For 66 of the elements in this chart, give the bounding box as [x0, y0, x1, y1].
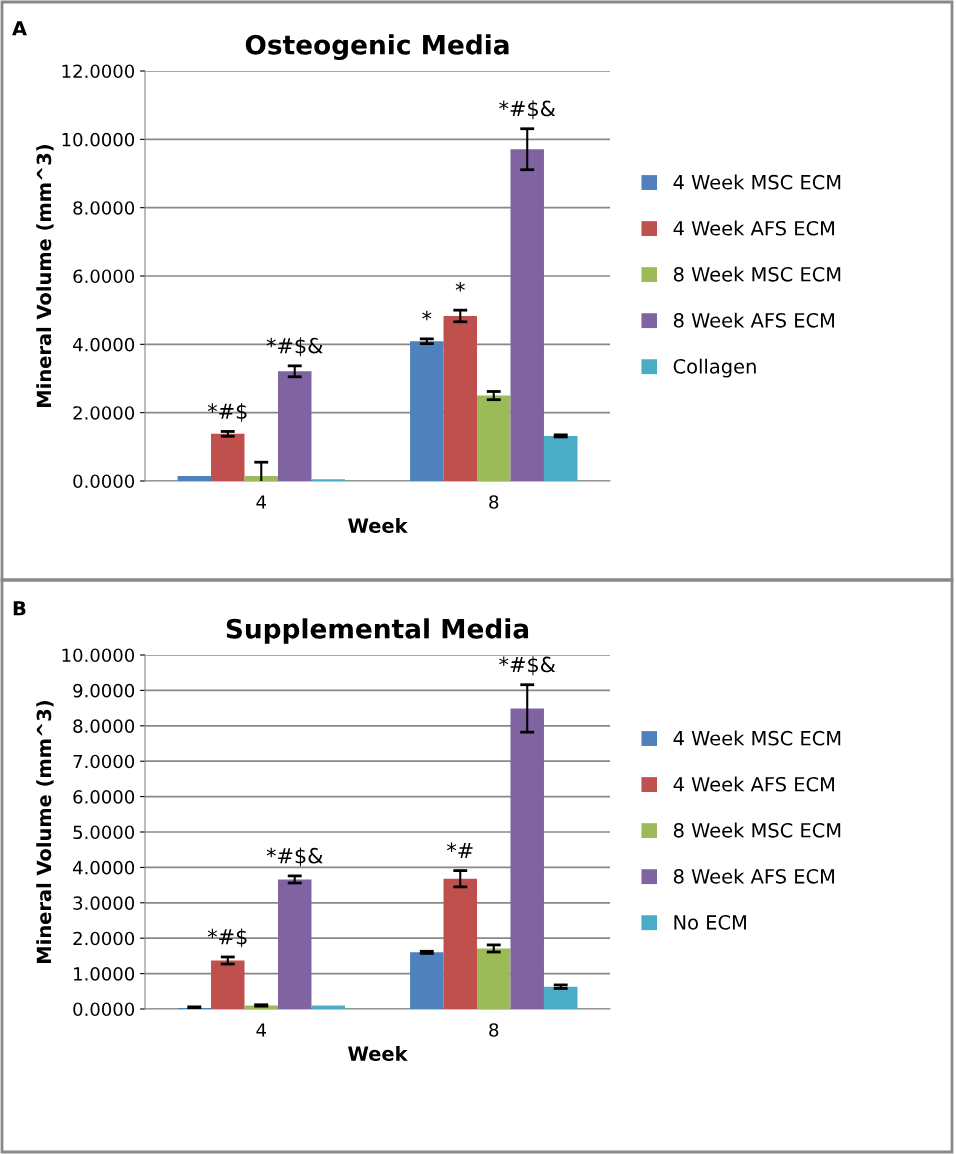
data-label: *: [422, 310, 432, 321]
legend-label: Collagen: [673, 358, 756, 378]
bar: [443, 878, 478, 1009]
data-label: *#$: [207, 402, 247, 422]
y-tick-label: 3.0000: [73, 896, 135, 910]
text: B: [13, 601, 26, 616]
legend-label: 4 Week MSC ECM: [673, 730, 841, 746]
y-tick-label: 10.0000: [62, 132, 135, 147]
y-tick-label: 2.0000: [73, 406, 135, 420]
bar: [277, 371, 312, 481]
legend-label: 8 Week MSC ECM: [673, 822, 841, 838]
bar: [477, 948, 511, 1009]
bar: [510, 708, 544, 1009]
legend-label: 4 Week MSC ECM: [673, 174, 841, 190]
bar: [311, 1005, 345, 1009]
y-tick-label: 9.0000: [73, 683, 135, 698]
x-tick-label: 4: [256, 495, 266, 509]
legend-label: 8 Week MSC ECM: [673, 266, 841, 282]
y-tick-label: 0.0000: [73, 474, 135, 489]
y-tick-label: 8.0000: [73, 719, 135, 733]
bar: [543, 986, 578, 1009]
legend-label: 8 Week AFS ECM: [673, 312, 834, 328]
text: A: [12, 21, 27, 36]
y-tick-label: 12.0000: [62, 64, 135, 79]
y-tick-label: 2.0000: [73, 931, 135, 946]
data-label: *#$&: [266, 337, 323, 357]
data-label: *#: [446, 842, 473, 858]
bar: [177, 475, 212, 481]
data-label: *#$&: [499, 100, 556, 120]
legend-label: 8 Week AFS ECM: [673, 868, 834, 884]
y-tick-label: 6.0000: [73, 790, 135, 804]
bar: [543, 435, 578, 481]
y-tick-label: 8.0000: [73, 201, 135, 215]
y-axis-title: Mineral Volume (mm^3): [36, 700, 54, 963]
bar: [477, 395, 511, 481]
legend-label: 4 Week AFS ECM: [673, 220, 834, 236]
y-tick-label: 1.0000: [74, 967, 135, 981]
chart-title: Supplemental Media: [226, 618, 529, 644]
y-tick-label: 0.0000: [73, 1002, 135, 1017]
y-tick-label: 4.0000: [72, 860, 135, 875]
bar: [211, 433, 245, 481]
bar: [211, 960, 245, 1009]
y-axis-title: Mineral Volume (mm^3): [36, 144, 54, 407]
y-tick-label: 5.0000: [73, 825, 135, 840]
bar: [443, 315, 478, 481]
x-tick-label: 4: [256, 1023, 266, 1037]
data-label: *: [455, 282, 465, 292]
legend-label: No ECM: [674, 915, 746, 930]
bar: [410, 341, 444, 481]
y-tick-label: 4.0000: [72, 337, 135, 352]
data-label: *#$&: [266, 847, 323, 867]
y-tick-label: 10.0000: [62, 648, 135, 663]
data-label: *#$: [207, 928, 247, 948]
bar: [244, 475, 278, 481]
y-tick-label: 7.0000: [73, 754, 135, 769]
bar: [510, 149, 544, 481]
bar: [277, 879, 312, 1009]
x-axis-title: Week: [348, 1045, 408, 1061]
bar: [410, 952, 444, 1009]
x-axis-title: Week: [348, 517, 408, 533]
x-tick-label: 8: [489, 1023, 499, 1037]
data-label: *#$&: [499, 656, 556, 676]
chart-title: Osteogenic Media: [245, 34, 509, 61]
y-tick-label: 6.0000: [73, 269, 135, 284]
legend-label: 4 Week AFS ECM: [673, 776, 834, 792]
x-tick-label: 8: [489, 495, 499, 509]
